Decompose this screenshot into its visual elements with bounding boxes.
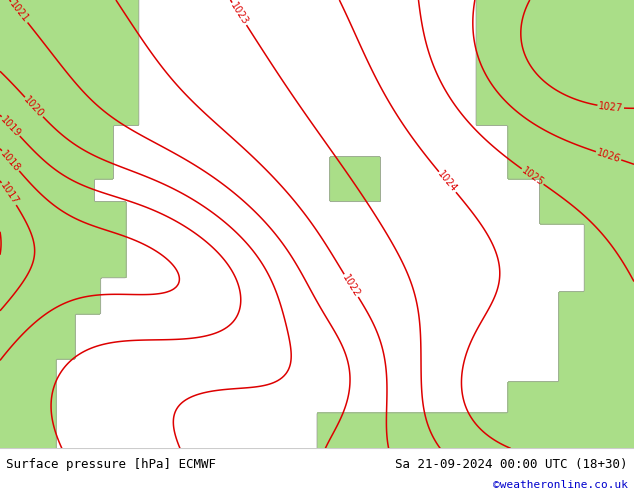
- Text: ©weatheronline.co.uk: ©weatheronline.co.uk: [493, 480, 628, 490]
- Text: 1017: 1017: [0, 181, 20, 207]
- Text: 1024: 1024: [436, 170, 459, 195]
- Text: 1026: 1026: [595, 147, 622, 165]
- Text: 1027: 1027: [598, 101, 623, 114]
- Text: 1018: 1018: [0, 148, 22, 173]
- Text: 1022: 1022: [340, 272, 362, 299]
- Text: Sa 21-09-2024 00:00 UTC (18+30): Sa 21-09-2024 00:00 UTC (18+30): [395, 458, 628, 471]
- Text: 1023: 1023: [228, 1, 250, 27]
- Text: 1019: 1019: [0, 114, 23, 139]
- Text: 1021: 1021: [8, 0, 31, 25]
- Text: 1020: 1020: [22, 95, 46, 120]
- Text: Surface pressure [hPa] ECMWF: Surface pressure [hPa] ECMWF: [6, 458, 216, 471]
- Text: 1025: 1025: [520, 165, 546, 188]
